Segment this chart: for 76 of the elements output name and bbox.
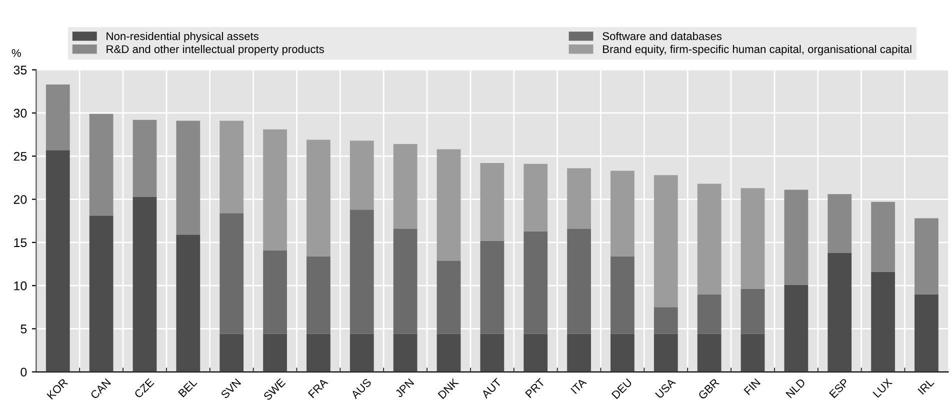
y-tick-label: 10 [14,281,27,290]
bar [89,216,114,372]
bar [393,228,418,334]
x-tick-label: JPN [394,378,414,398]
bar [46,150,70,372]
x-tick-label: NLD [786,378,806,398]
bar [480,240,504,334]
bar [567,334,591,372]
bar [828,252,852,372]
bar [263,129,287,250]
y-tick-label: 5 [20,324,27,334]
bar [697,184,722,294]
legend-label: R&D and other intellectual property products [106,44,324,56]
y-tick-label: 25 [14,152,27,161]
bar [784,190,808,285]
bar [914,294,938,372]
legend-label: Brand equity, firm-specific human capital, organisational capital [603,44,912,56]
bar [263,334,287,372]
legend-label: Non-residential physical assets [106,32,258,42]
y-tick-label: 35 [14,66,27,74]
bar [610,170,634,256]
bar [871,202,895,272]
bar [871,272,895,372]
bar [567,228,591,334]
x-tick-label: BEL [178,378,198,398]
bar [350,140,374,210]
y-tick-label: 0 [20,368,27,377]
bar [436,334,461,372]
x-tick-label: IRL [918,378,934,395]
bar [784,284,808,372]
bar [610,256,634,334]
bar [350,210,374,334]
y-axis-title: % [12,49,21,57]
bar [654,175,678,308]
bar [132,196,157,372]
bar [740,289,765,334]
bar [524,334,548,372]
bar [436,149,461,261]
bar [263,250,287,334]
bar [567,168,591,229]
bar [393,334,418,372]
y-tick-label: 30 [14,108,27,118]
bar [350,334,374,372]
bar [740,334,765,372]
bar [306,256,330,334]
bar [914,218,938,294]
bar [697,294,722,334]
bar [220,213,244,334]
bar [306,334,330,372]
bar [46,84,70,150]
bar [176,120,200,235]
x-tick-label: FIN [744,378,760,396]
bar [697,334,722,372]
bar [524,164,548,232]
bar [393,144,418,229]
x-tick-label: ITA [570,378,587,394]
bar [220,120,244,214]
bar [740,188,765,290]
y-tick-label: 20 [14,195,27,204]
bar [176,234,200,372]
bar [132,120,157,197]
y-tick-label: 15 [14,238,27,248]
bar [220,334,244,372]
bar [828,194,852,253]
bar [480,334,504,372]
bar [480,163,504,241]
bar [306,140,330,256]
bar [436,260,461,334]
bar [524,231,548,334]
bar [654,307,678,334]
x-tick-label: FRA [308,378,328,398]
bar [654,334,678,372]
legend-label: Software and databases [602,32,722,40]
x-tick-label: USA [654,378,676,399]
bar [610,334,634,372]
bar [89,114,114,216]
